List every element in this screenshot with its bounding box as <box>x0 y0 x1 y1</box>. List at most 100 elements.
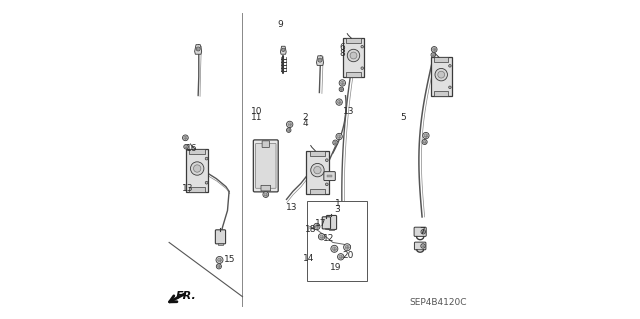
Circle shape <box>336 133 342 140</box>
Circle shape <box>205 182 208 184</box>
FancyBboxPatch shape <box>307 151 328 194</box>
Circle shape <box>433 48 436 51</box>
Circle shape <box>423 141 426 143</box>
Circle shape <box>449 86 451 88</box>
Text: SEP4B4120C: SEP4B4120C <box>409 298 467 307</box>
FancyBboxPatch shape <box>262 141 269 147</box>
Circle shape <box>287 121 293 128</box>
Text: FR.: FR. <box>176 291 196 301</box>
Circle shape <box>421 230 426 234</box>
Bar <box>330 228 333 230</box>
Text: 10: 10 <box>250 107 262 115</box>
Circle shape <box>216 264 221 269</box>
Text: 12: 12 <box>323 234 335 243</box>
Circle shape <box>331 245 338 252</box>
Bar <box>434 91 449 96</box>
Circle shape <box>263 192 269 197</box>
Circle shape <box>422 231 424 233</box>
Bar <box>346 38 361 43</box>
Circle shape <box>314 167 321 174</box>
Text: 16: 16 <box>186 144 198 153</box>
Polygon shape <box>317 56 323 65</box>
Text: 20: 20 <box>342 251 354 260</box>
Circle shape <box>422 139 427 145</box>
Text: 14: 14 <box>303 254 314 263</box>
Circle shape <box>337 254 344 260</box>
Circle shape <box>339 80 346 86</box>
FancyBboxPatch shape <box>431 57 452 96</box>
FancyBboxPatch shape <box>324 172 335 181</box>
Circle shape <box>185 145 188 148</box>
Bar <box>310 189 325 194</box>
Circle shape <box>422 245 424 247</box>
Circle shape <box>318 58 322 62</box>
Circle shape <box>431 53 435 57</box>
Circle shape <box>218 265 220 268</box>
FancyBboxPatch shape <box>216 230 225 244</box>
Text: 17: 17 <box>316 219 326 228</box>
Circle shape <box>350 52 357 59</box>
Circle shape <box>337 100 341 104</box>
Circle shape <box>282 49 284 51</box>
Circle shape <box>287 129 290 131</box>
Circle shape <box>184 145 188 149</box>
Circle shape <box>336 99 342 105</box>
Circle shape <box>339 87 344 92</box>
Circle shape <box>361 67 364 70</box>
Bar <box>434 57 449 62</box>
FancyBboxPatch shape <box>414 227 426 236</box>
Text: 4: 4 <box>302 119 308 128</box>
Circle shape <box>326 183 328 186</box>
Circle shape <box>334 141 337 144</box>
FancyBboxPatch shape <box>255 144 276 188</box>
Circle shape <box>422 132 429 139</box>
Circle shape <box>361 46 364 48</box>
Circle shape <box>319 234 324 240</box>
Bar <box>189 149 205 154</box>
Bar <box>189 187 205 192</box>
Circle shape <box>191 162 204 175</box>
Circle shape <box>340 81 344 85</box>
Circle shape <box>348 49 360 62</box>
Circle shape <box>421 244 425 248</box>
Text: 18: 18 <box>305 225 316 234</box>
Circle shape <box>344 244 351 251</box>
Text: 6: 6 <box>340 43 346 52</box>
FancyBboxPatch shape <box>343 38 364 77</box>
Text: 13: 13 <box>285 204 297 212</box>
Text: 19: 19 <box>330 263 341 272</box>
FancyBboxPatch shape <box>261 185 271 191</box>
FancyBboxPatch shape <box>253 140 278 192</box>
Circle shape <box>345 245 349 249</box>
Text: 15: 15 <box>223 256 235 264</box>
Circle shape <box>340 88 342 91</box>
Circle shape <box>326 159 328 161</box>
Bar <box>310 151 325 156</box>
Circle shape <box>333 140 338 145</box>
Bar <box>307 201 367 281</box>
Polygon shape <box>280 46 286 54</box>
Polygon shape <box>195 45 202 54</box>
Circle shape <box>264 193 268 196</box>
FancyBboxPatch shape <box>326 215 337 229</box>
Text: 7: 7 <box>420 227 425 236</box>
Text: 5: 5 <box>401 113 406 122</box>
Circle shape <box>431 47 437 52</box>
Circle shape <box>287 128 291 132</box>
FancyBboxPatch shape <box>186 149 209 192</box>
Circle shape <box>205 157 208 160</box>
Circle shape <box>216 256 223 263</box>
Circle shape <box>449 64 451 67</box>
Circle shape <box>339 255 342 258</box>
Circle shape <box>218 258 221 262</box>
Circle shape <box>314 223 320 230</box>
Circle shape <box>193 165 201 172</box>
Bar <box>346 72 361 77</box>
Circle shape <box>337 135 341 138</box>
Text: 13: 13 <box>182 184 194 193</box>
Bar <box>324 228 328 229</box>
Bar <box>326 175 332 177</box>
Circle shape <box>320 235 323 238</box>
Text: 13: 13 <box>343 107 355 116</box>
Circle shape <box>432 54 435 56</box>
